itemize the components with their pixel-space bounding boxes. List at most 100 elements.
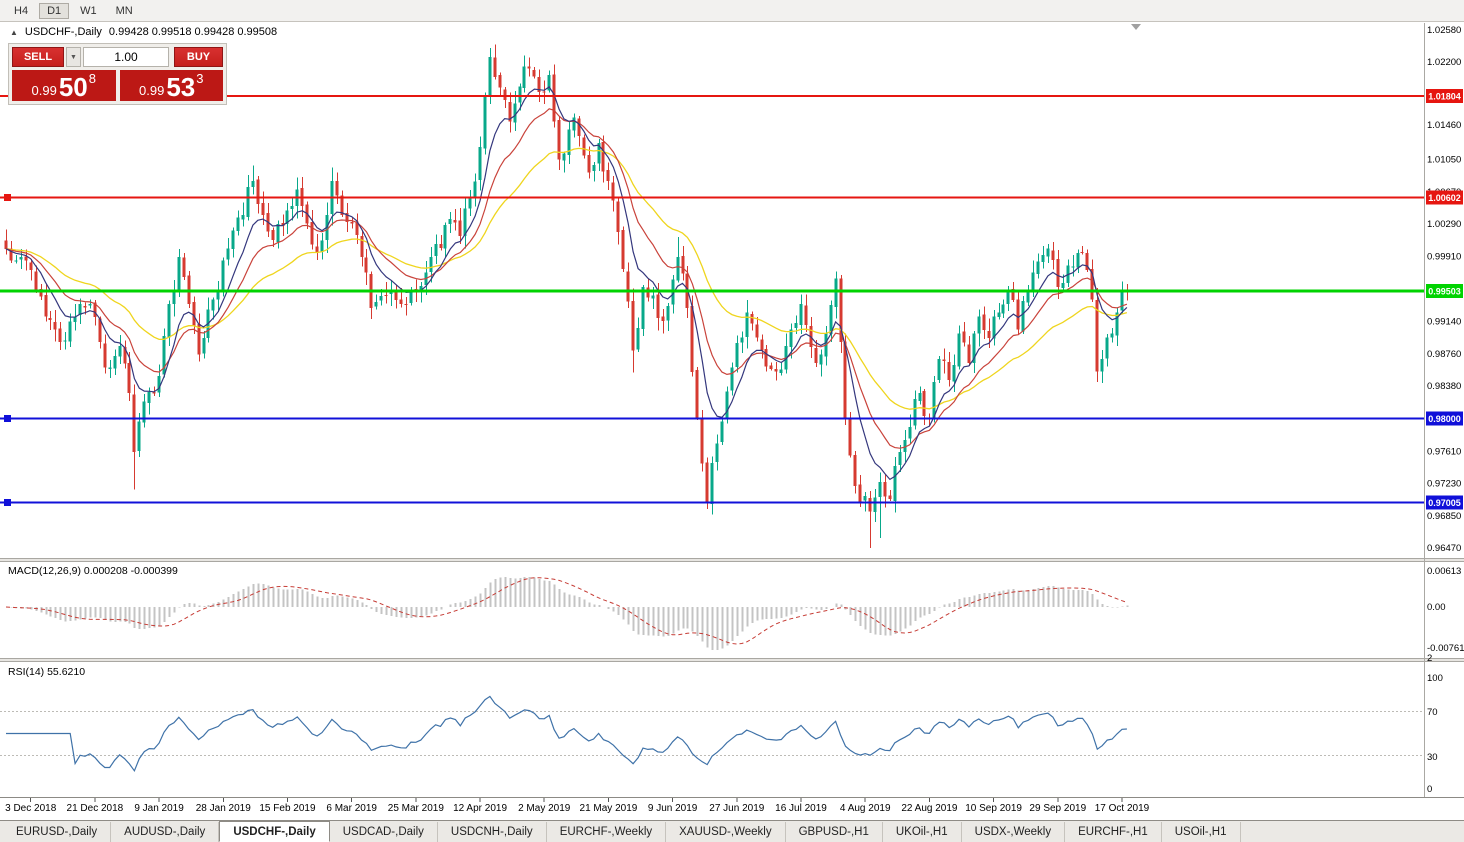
price-line-marker-1-00602[interactable] [4,194,11,202]
rsi-axis: 100 70 30 0 [1427,673,1443,795]
tab-eurusd-daily[interactable]: EURUSD-,Daily [3,822,112,842]
one-click-trading-row: SELL ▼ BUY [12,47,223,67]
tab-usdcnh-daily[interactable]: USDCNH-,Daily [438,822,547,842]
tab-ukoil-h1[interactable]: UKOil-,H1 [883,822,962,842]
price-badge-0-98000 [1426,411,1463,426]
svg-text:0: 0 [1427,784,1432,795]
chart-symbol-label: USDCHF-,Daily [24,26,102,38]
svg-text:1.02580: 1.02580 [1427,25,1461,36]
collapse-arrow-icon[interactable]: ▲ [10,27,18,37]
bid-price-pipette: 8 [88,71,96,86]
svg-text:0.98380: 0.98380 [1427,381,1461,392]
svg-text:4 Aug 2019: 4 Aug 2019 [840,803,891,814]
price-badge-1-00602 [1426,190,1463,205]
svg-text:1.00602: 1.00602 [1428,193,1461,203]
svg-text:0.96850: 0.96850 [1427,511,1461,522]
panel-separator[interactable] [0,658,1464,662]
svg-text:3 Dec 2018: 3 Dec 2018 [5,803,57,814]
candlestick-series [4,44,1129,548]
tab-usdcad-daily[interactable]: USDCAD-,Daily [330,822,438,842]
rsi-label: RSI(14) 55.6210 [8,666,86,678]
svg-text:30: 30 [1427,752,1438,763]
svg-text:29 Sep 2019: 29 Sep 2019 [1029,803,1086,814]
svg-text:0.97005: 0.97005 [1428,498,1461,508]
svg-text:0.99910: 0.99910 [1427,251,1461,262]
svg-text:2: 2 [1427,653,1432,664]
bid-price-display[interactable]: 0.99 50 8 [12,70,116,101]
svg-text:15 Feb 2019: 15 Feb 2019 [259,803,316,814]
svg-text:1.02200: 1.02200 [1427,57,1461,68]
svg-text:0.97610: 0.97610 [1427,446,1461,457]
bid-price-prefix: 0.99 [31,82,57,98]
ask-price-prefix: 0.99 [139,82,165,98]
price-line-marker-0-97005[interactable] [4,499,11,507]
timeframe-w1-button[interactable]: W1 [72,3,105,19]
macd-signal-line [5,577,1128,645]
tab-eurchf-weekly[interactable]: EURCHF-,Weekly [547,822,667,842]
svg-text:0.96470: 0.96470 [1427,543,1461,554]
ask-price-display[interactable]: 0.99 53 3 [119,70,223,103]
svg-text:22 Aug 2019: 22 Aug 2019 [901,803,958,814]
svg-text:0.99140: 0.99140 [1427,317,1461,328]
svg-text:28 Jan 2019: 28 Jan 2019 [196,803,251,814]
volume-input[interactable] [83,47,169,67]
ma-red-line [5,108,1128,449]
svg-text:1.01804: 1.01804 [1428,91,1461,101]
timeframe-h4-button[interactable]: H4 [6,3,36,19]
chart-shift-marker[interactable] [1131,24,1141,30]
volume-dropdown-button[interactable]: ▼ [66,47,81,67]
timeframe-mn-button[interactable]: MN [108,3,141,19]
svg-text:2 May 2019: 2 May 2019 [518,803,571,814]
svg-text:0.00613: 0.00613 [1427,566,1461,577]
svg-text:0.97230: 0.97230 [1427,479,1461,490]
tab-xauusd-weekly[interactable]: XAUUSD-,Weekly [666,822,786,842]
price-badge-1-01804 [1426,88,1463,103]
svg-text:21 Dec 2018: 21 Dec 2018 [67,803,124,814]
svg-text:9 Jan 2019: 9 Jan 2019 [134,803,184,814]
svg-text:12 Apr 2019: 12 Apr 2019 [453,803,507,814]
price-line-marker-0-98000[interactable] [4,414,11,422]
svg-text:1.00290: 1.00290 [1427,219,1461,230]
tab-gbpusd-h1[interactable]: GBPUSD-,H1 [786,822,883,842]
date-axis[interactable]: 3 Dec 2018 21 Dec 2018 9 Jan 2019 28 Jan 20… [5,798,1150,814]
sell-button[interactable]: SELL [12,47,64,67]
chart-title: ▲ USDCHF-,Daily 0.99428 0.99518 0.99428 … [10,26,277,38]
bid-price-big-digits: 50 [58,72,88,103]
panel-separator[interactable] [0,558,1464,562]
svg-text:25 Mar 2019: 25 Mar 2019 [388,803,445,814]
svg-text:17 Oct 2019: 17 Oct 2019 [1095,803,1150,814]
buy-button[interactable]: BUY [174,47,223,67]
chevron-down-icon: ▼ [70,53,77,61]
ma-blue-line [5,86,1128,481]
svg-text:0.99503: 0.99503 [1428,286,1461,296]
chart-tabs: EURUSD-,Daily AUDUSD-,Daily USDCHF-,Daily U… [0,821,1241,842]
chart-ohlc-values: 0.99428 0.99518 0.99428 0.99508 [108,26,278,38]
ma-yellow-line [5,147,1128,410]
svg-text:0.98000: 0.98000 [1428,414,1461,424]
svg-text:0.98760: 0.98760 [1427,349,1461,360]
timeframe-d1-button[interactable]: D1 [39,2,70,19]
svg-text:-0.00761: -0.00761 [1427,643,1464,654]
tab-audusd-daily[interactable]: AUDUSD-,Daily [111,822,220,842]
chart-tab-bar: EURUSD-,Daily AUDUSD-,Daily USDCHF-,Daily U… [0,820,1464,842]
macd-label: MACD(12,26,9) 0.000208 -0.000399 [8,565,178,577]
rsi-line [6,695,1127,773]
svg-text:9 Jun 2019: 9 Jun 2019 [648,803,698,814]
ask-price-big-digits: 53 [166,72,196,103]
tab-eurchf-h1[interactable]: EURCHF-,H1 [1065,822,1162,842]
svg-text:0.00: 0.00 [1427,602,1446,613]
svg-text:21 May 2019: 21 May 2019 [580,803,638,814]
svg-text:6 Mar 2019: 6 Mar 2019 [326,803,377,814]
tab-usdchf-daily[interactable]: USDCHF-,Daily [219,821,330,842]
svg-text:1.01460: 1.01460 [1427,120,1461,131]
svg-text:10 Sep 2019: 10 Sep 2019 [965,803,1022,814]
top-toolbar: H4 D1 W1 MN [0,0,1464,22]
svg-text:16 Jul 2019: 16 Jul 2019 [775,803,827,814]
price-badge-0-99503 [1426,283,1463,298]
one-click-trading-panel: SELL ▼ BUY 0.99 50 8 0.99 53 3 [8,43,227,105]
tab-usdx-weekly[interactable]: USDX-,Weekly [962,822,1066,842]
bid-ask-display: 0.99 50 8 0.99 53 3 [12,70,223,101]
tab-usoil-h1[interactable]: USOil-,H1 [1162,822,1241,842]
